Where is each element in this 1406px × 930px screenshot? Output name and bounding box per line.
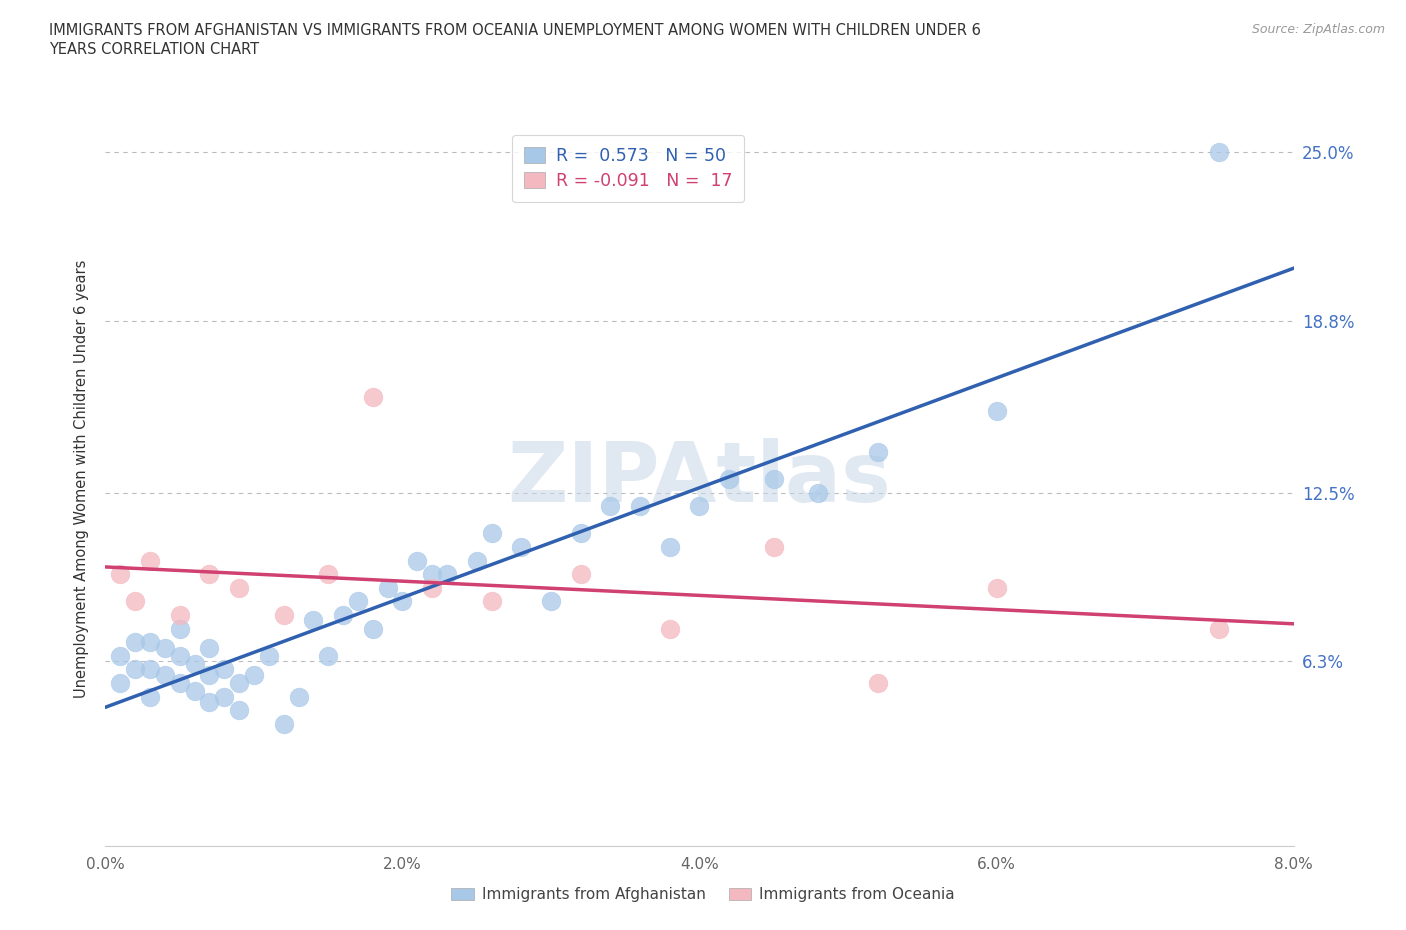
- Point: [243, 668, 266, 683]
- Point: [169, 648, 191, 663]
- Point: [986, 404, 1008, 418]
- Point: [420, 566, 443, 581]
- Point: [273, 607, 295, 622]
- Point: [198, 695, 221, 710]
- Point: [316, 566, 339, 581]
- Point: [628, 498, 651, 513]
- Point: [214, 662, 236, 677]
- Point: [139, 689, 162, 704]
- Point: [762, 539, 785, 554]
- Point: [198, 640, 221, 655]
- Point: [228, 580, 250, 595]
- Point: [214, 689, 236, 704]
- Point: [510, 539, 533, 554]
- Point: [689, 498, 711, 513]
- Point: [153, 640, 176, 655]
- Point: [169, 621, 191, 636]
- Point: [287, 689, 309, 704]
- Point: [866, 675, 889, 690]
- Point: [228, 675, 250, 690]
- Point: [347, 594, 370, 609]
- Legend: Immigrants from Afghanistan, Immigrants from Oceania: Immigrants from Afghanistan, Immigrants …: [446, 882, 960, 909]
- Text: Source: ZipAtlas.com: Source: ZipAtlas.com: [1251, 23, 1385, 36]
- Point: [1208, 145, 1230, 160]
- Point: [110, 675, 132, 690]
- Point: [465, 553, 488, 568]
- Point: [361, 621, 384, 636]
- Point: [139, 635, 162, 650]
- Point: [124, 635, 146, 650]
- Text: YEARS CORRELATION CHART: YEARS CORRELATION CHART: [49, 42, 259, 57]
- Point: [718, 472, 741, 486]
- Point: [569, 526, 592, 541]
- Point: [139, 662, 162, 677]
- Point: [599, 498, 621, 513]
- Text: ZIPAtlas: ZIPAtlas: [508, 438, 891, 520]
- Point: [257, 648, 280, 663]
- Point: [183, 684, 205, 698]
- Point: [332, 607, 354, 622]
- Point: [377, 580, 399, 595]
- Point: [316, 648, 339, 663]
- Point: [866, 445, 889, 459]
- Point: [124, 594, 146, 609]
- Point: [169, 607, 191, 622]
- Point: [124, 662, 146, 677]
- Point: [361, 390, 384, 405]
- Point: [273, 716, 295, 731]
- Point: [986, 580, 1008, 595]
- Point: [198, 566, 221, 581]
- Point: [658, 621, 681, 636]
- Point: [169, 675, 191, 690]
- Point: [481, 526, 503, 541]
- Point: [436, 566, 458, 581]
- Point: [198, 668, 221, 683]
- Y-axis label: Unemployment Among Women with Children Under 6 years: Unemployment Among Women with Children U…: [75, 259, 90, 698]
- Point: [183, 657, 205, 671]
- Point: [406, 553, 429, 568]
- Point: [762, 472, 785, 486]
- Point: [139, 553, 162, 568]
- Point: [110, 566, 132, 581]
- Point: [228, 703, 250, 718]
- Point: [302, 613, 325, 628]
- Point: [420, 580, 443, 595]
- Legend: R =  0.573   N = 50, R = -0.091   N =  17: R = 0.573 N = 50, R = -0.091 N = 17: [512, 135, 744, 202]
- Point: [391, 594, 413, 609]
- Point: [153, 668, 176, 683]
- Point: [110, 648, 132, 663]
- Point: [481, 594, 503, 609]
- Point: [569, 566, 592, 581]
- Point: [1208, 621, 1230, 636]
- Text: IMMIGRANTS FROM AFGHANISTAN VS IMMIGRANTS FROM OCEANIA UNEMPLOYMENT AMONG WOMEN : IMMIGRANTS FROM AFGHANISTAN VS IMMIGRANT…: [49, 23, 981, 38]
- Point: [658, 539, 681, 554]
- Point: [807, 485, 830, 500]
- Point: [540, 594, 562, 609]
